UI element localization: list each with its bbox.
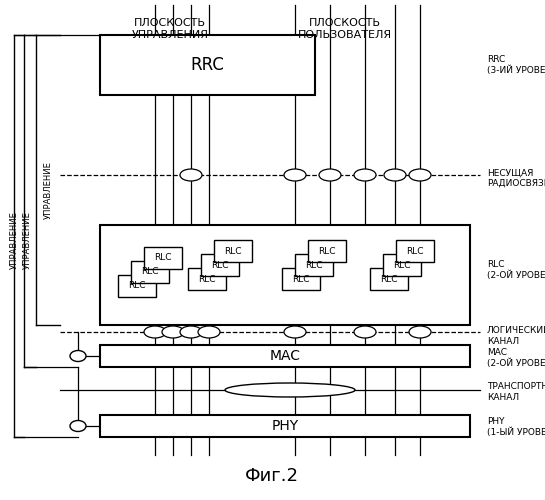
Ellipse shape — [354, 169, 376, 181]
Ellipse shape — [284, 326, 306, 338]
Bar — [118, 275, 156, 297]
Text: RRC: RRC — [191, 56, 225, 74]
Text: RLC
(2-ОЙ УРОВЕНЬ): RLC (2-ОЙ УРОВЕНЬ) — [487, 260, 545, 280]
Text: Фиг.2: Фиг.2 — [245, 467, 299, 485]
Text: ТРАНСПОРТНЫЙ
КАНАЛ: ТРАНСПОРТНЫЙ КАНАЛ — [487, 382, 545, 402]
Bar — [188, 268, 226, 290]
Ellipse shape — [180, 326, 202, 338]
Text: MAC
(2-ОЙ УРОВЕНЬ): MAC (2-ОЙ УРОВЕНЬ) — [487, 348, 545, 368]
Text: RLC: RLC — [393, 260, 411, 270]
Bar — [201, 254, 239, 276]
Ellipse shape — [198, 326, 220, 338]
Text: RLC: RLC — [211, 260, 229, 270]
Text: RLC: RLC — [154, 254, 172, 262]
Bar — [370, 268, 408, 290]
Ellipse shape — [70, 350, 86, 362]
Text: RLC: RLC — [305, 260, 323, 270]
Text: УПРАВЛЕНИЕ: УПРАВЛЕНИЕ — [22, 211, 32, 269]
Ellipse shape — [319, 169, 341, 181]
Text: RLC: RLC — [380, 274, 398, 283]
Ellipse shape — [180, 169, 202, 181]
Ellipse shape — [284, 169, 306, 181]
Text: RRC
(3-ИЙ УРОВЕНЬ): RRC (3-ИЙ УРОВЕНЬ) — [487, 55, 545, 75]
Text: RLC: RLC — [141, 268, 159, 276]
Ellipse shape — [144, 326, 166, 338]
Text: RLC: RLC — [406, 246, 424, 256]
Text: НЕСУЩАЯ
РАДИОСВЯЗИ: НЕСУЩАЯ РАДИОСВЯЗИ — [487, 168, 545, 188]
Bar — [100, 415, 470, 437]
Text: PHY
(1-ЫЙ УРОВЕНЬ): PHY (1-ЫЙ УРОВЕНЬ) — [487, 417, 545, 437]
Text: PHY: PHY — [271, 419, 299, 433]
Text: ПЛОСКОСТЬ
ПОЛЬЗОВАТЕЛЯ: ПЛОСКОСТЬ ПОЛЬЗОВАТЕЛЯ — [298, 18, 392, 40]
Bar — [295, 254, 333, 276]
Text: УПРАВЛЕНИЕ: УПРАВЛЕНИЕ — [9, 211, 19, 269]
Ellipse shape — [354, 326, 376, 338]
Bar — [144, 247, 182, 269]
Ellipse shape — [225, 383, 355, 397]
Text: RLC: RLC — [224, 246, 242, 256]
Ellipse shape — [409, 169, 431, 181]
Text: УПРАВЛЕНИЕ: УПРАВЛЕНИЕ — [44, 161, 52, 219]
Text: MAC: MAC — [269, 349, 300, 363]
Text: RLC: RLC — [292, 274, 310, 283]
Bar — [131, 261, 169, 283]
Bar — [308, 240, 346, 262]
Bar — [100, 35, 315, 95]
Ellipse shape — [384, 169, 406, 181]
Bar — [100, 345, 470, 367]
Bar — [383, 254, 421, 276]
Bar — [214, 240, 252, 262]
Text: RLC: RLC — [198, 274, 216, 283]
Ellipse shape — [409, 326, 431, 338]
Text: RLC: RLC — [128, 282, 146, 290]
Bar — [396, 240, 434, 262]
Ellipse shape — [162, 326, 184, 338]
Text: ПЛОСКОСТЬ
УПРАВЛЕНИЯ: ПЛОСКОСТЬ УПРАВЛЕНИЯ — [131, 18, 209, 40]
Text: ЛОГИЧЕСКИЙ
КАНАЛ: ЛОГИЧЕСКИЙ КАНАЛ — [487, 326, 545, 345]
Ellipse shape — [70, 420, 86, 432]
Bar — [282, 268, 320, 290]
Bar — [100, 225, 470, 325]
Text: RLC: RLC — [318, 246, 336, 256]
